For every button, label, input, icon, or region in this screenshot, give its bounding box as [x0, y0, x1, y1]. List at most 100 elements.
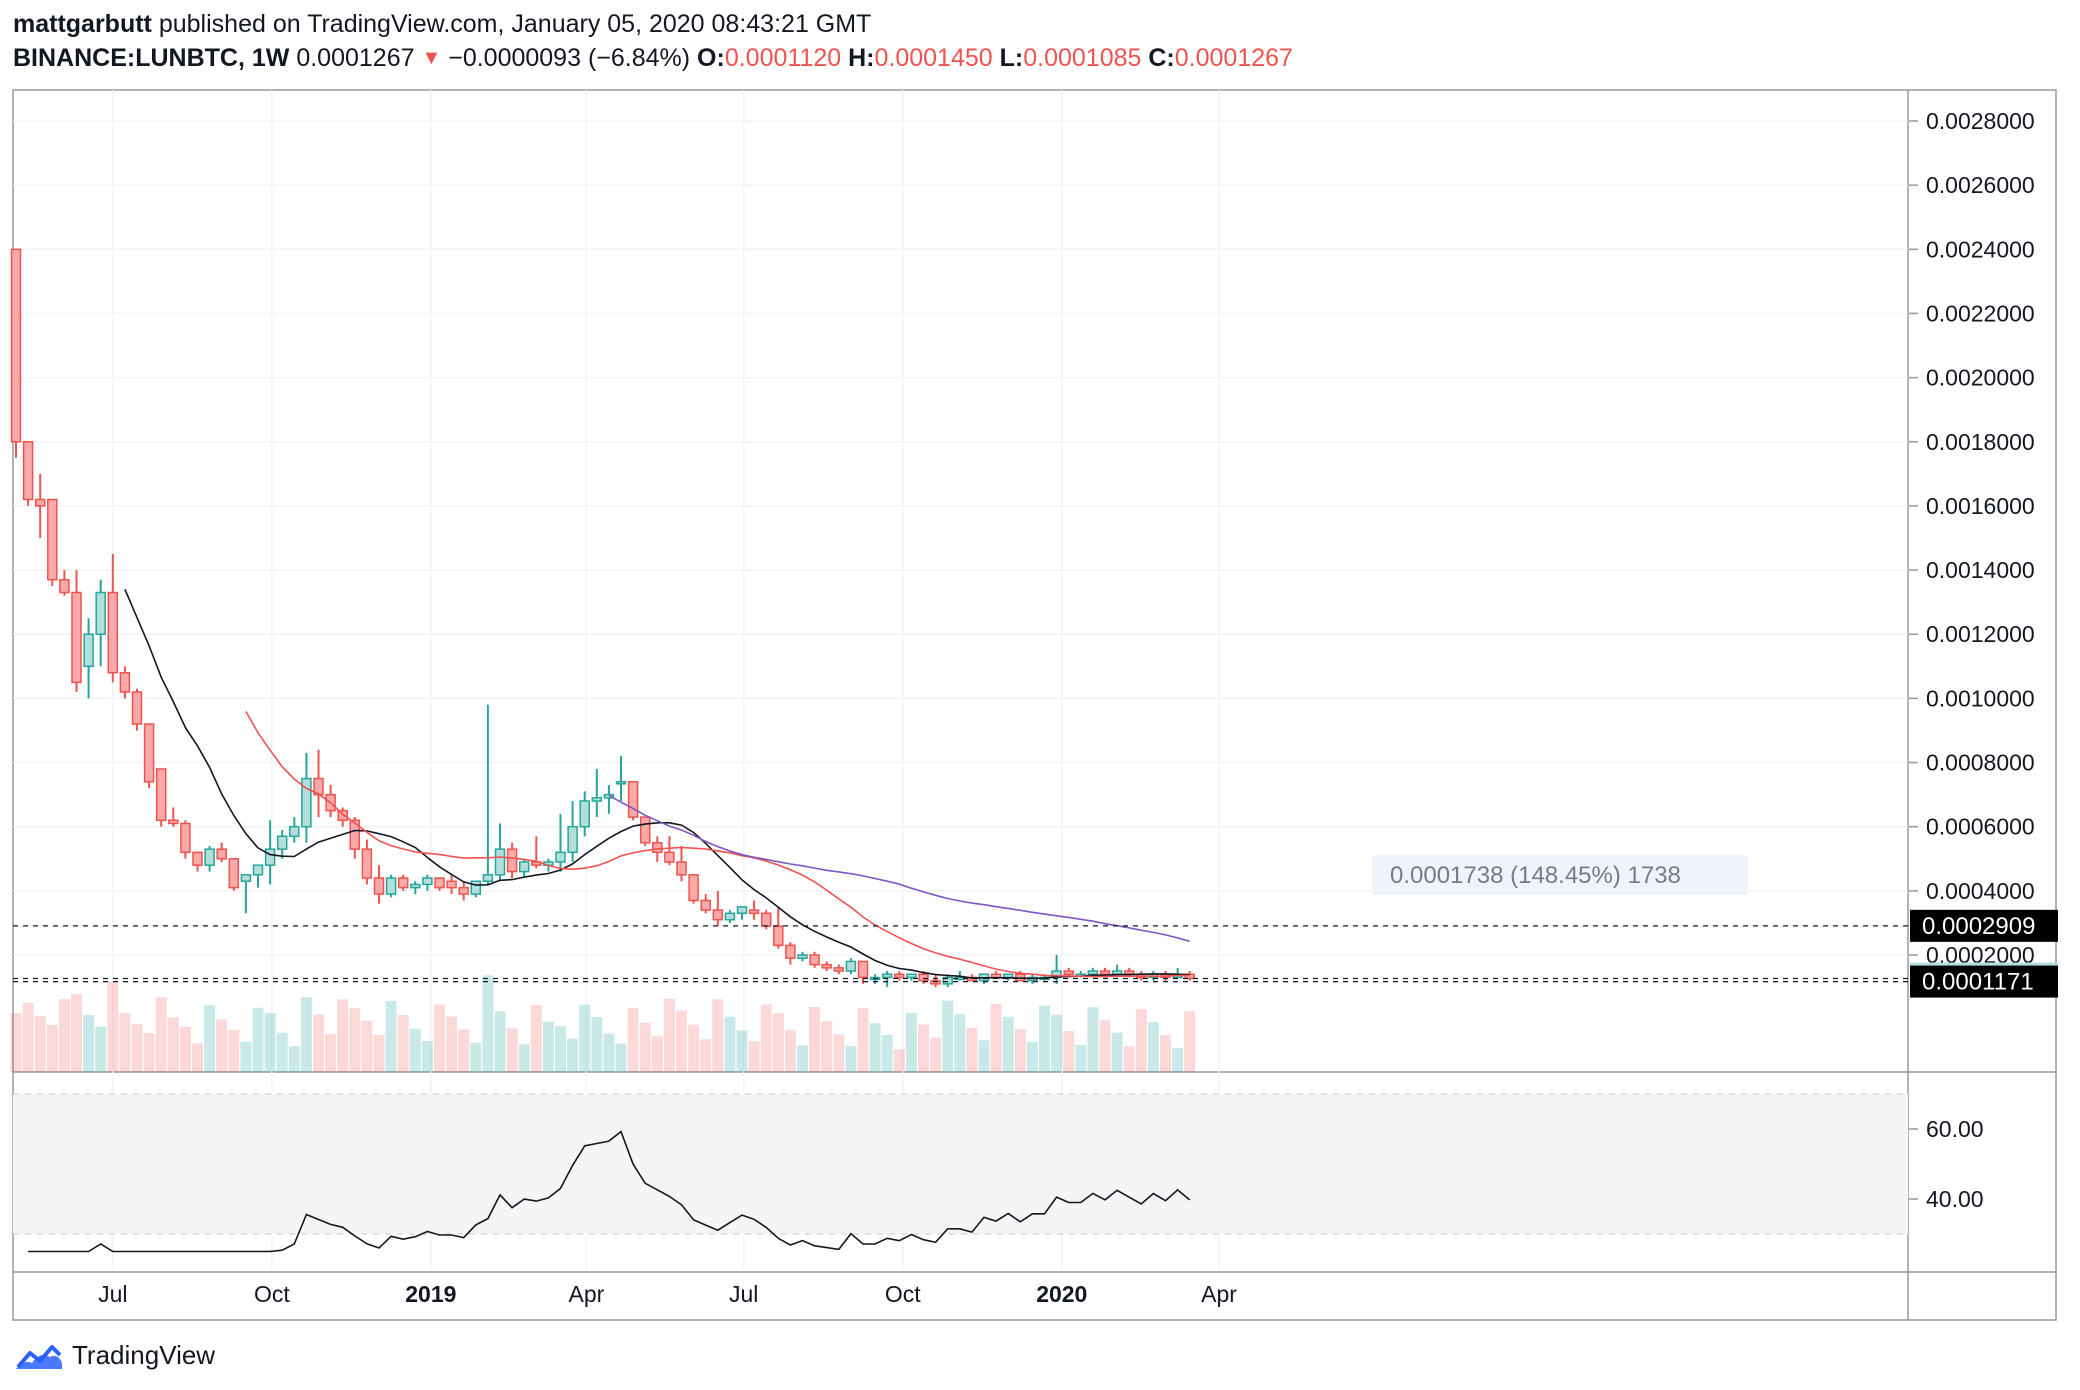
- price-label-text: 0.0001171: [1922, 969, 2034, 996]
- volume-bar: [276, 1032, 288, 1072]
- candle-body: [410, 883, 421, 889]
- volume-bar: [748, 1041, 760, 1072]
- volume-bar: [518, 1044, 530, 1072]
- y-tick-label: 0.0014000: [1926, 557, 2035, 583]
- volume-bar: [530, 1005, 542, 1072]
- volume-bar: [542, 1021, 554, 1072]
- volume-bar: [494, 1011, 506, 1072]
- y-tick-label: 0.0004000: [1926, 878, 2035, 904]
- candle-body: [845, 960, 857, 972]
- volume-bar: [990, 1003, 1002, 1072]
- volume-bar: [107, 982, 119, 1072]
- candle-body: [1111, 970, 1123, 975]
- rsi-tick-label: 40.00: [1926, 1186, 1984, 1212]
- volume-bar: [772, 1013, 784, 1072]
- y-tick-label: 0.0016000: [1926, 493, 2035, 519]
- ma-line-red: [245, 711, 1190, 978]
- volume-bar: [603, 1033, 615, 1072]
- y-tick-label: 0.0028000: [1926, 108, 2035, 134]
- candle-body: [482, 874, 494, 882]
- rsi-band: [13, 1094, 1908, 1234]
- candle-body: [216, 848, 227, 860]
- candle-body: [59, 578, 70, 594]
- volume-bar: [639, 1022, 651, 1072]
- volume-bar: [905, 1012, 917, 1072]
- volume-bar: [615, 1043, 627, 1072]
- candle-body: [833, 967, 845, 972]
- publish-info: mattgarbutt published on TradingView.com…: [13, 10, 871, 39]
- volume-bar: [385, 1000, 397, 1072]
- volume-bar: [736, 1030, 748, 1072]
- candle-body: [555, 851, 566, 863]
- candle-body: [652, 841, 663, 854]
- volume-bar: [1051, 1014, 1063, 1072]
- tradingview-logo[interactable]: TradingView: [14, 1340, 215, 1371]
- volume-bar: [482, 975, 494, 1072]
- volume-bar: [857, 1007, 869, 1072]
- candle-body: [1099, 970, 1111, 975]
- candle-body: [204, 848, 215, 866]
- candle-body: [591, 797, 603, 802]
- candle-body: [385, 877, 397, 895]
- volume-bar: [555, 1026, 566, 1072]
- price-label-box: [1910, 965, 2058, 998]
- volume-bar: [409, 1028, 421, 1072]
- candle-body: [506, 848, 518, 873]
- low-value: 0.0001085: [1023, 44, 1142, 72]
- volume-bar: [567, 1038, 579, 1072]
- candle-body: [894, 973, 905, 979]
- candle-body: [676, 861, 687, 876]
- x-tick-label: 2020: [1036, 1281, 1087, 1307]
- volume-bar: [676, 1010, 687, 1072]
- volume-bar: [918, 1024, 929, 1072]
- candle-body: [349, 819, 361, 850]
- x-tick-label: Apr: [1201, 1281, 1237, 1307]
- volume-bar: [784, 1029, 796, 1072]
- candle-body: [712, 909, 724, 921]
- candle-body: [301, 777, 312, 828]
- brand-name: TradingView: [72, 1340, 216, 1370]
- candle-body: [446, 880, 457, 889]
- candle-body: [34, 498, 46, 507]
- candle-body: [881, 973, 893, 979]
- candle-body: [168, 819, 179, 825]
- price-label-text: 0.0002909: [1922, 913, 2035, 940]
- candle-body: [240, 874, 252, 882]
- candle-body: [71, 591, 82, 684]
- close-label: C:: [1148, 44, 1175, 72]
- x-tick-label: Jul: [729, 1281, 758, 1307]
- candle-body: [337, 809, 348, 822]
- open-label: O:: [697, 44, 725, 72]
- candle-body: [95, 591, 106, 635]
- volume-bar: [1184, 1011, 1196, 1072]
- volume-bar: [579, 1004, 591, 1072]
- volume-bar: [506, 1028, 518, 1072]
- volume-bar: [71, 994, 82, 1072]
- candle-body: [361, 848, 373, 879]
- ma-line-purple: [608, 794, 1190, 943]
- volume-bar: [470, 1043, 482, 1072]
- volume-bar: [651, 1036, 663, 1072]
- volume-bar: [712, 999, 724, 1072]
- volume-bar: [1099, 1020, 1111, 1072]
- symbol-name[interactable]: BINANCE:LUNBTC, 1W: [13, 44, 290, 72]
- volume-bar: [1063, 1031, 1075, 1072]
- high-value: 0.0001450: [874, 44, 993, 72]
- candle-body: [143, 723, 155, 783]
- candle-body: [688, 874, 699, 902]
- published-text: published on TradingView.com, January 05…: [158, 10, 872, 38]
- candle-body: [434, 877, 445, 889]
- candle-body: [942, 976, 953, 985]
- volume-bar: [1014, 1029, 1026, 1072]
- volume-bar: [446, 1016, 458, 1072]
- rsi-line: [28, 1130, 1191, 1253]
- volume-bar: [155, 997, 167, 1072]
- candle-body: [22, 441, 34, 501]
- y-tick-label: 0.0018000: [1926, 429, 2035, 455]
- candle-body: [83, 633, 94, 668]
- volume-bar: [46, 1024, 58, 1072]
- candle-body: [470, 880, 482, 895]
- y-tick-label: 0.0012000: [1926, 621, 2035, 647]
- author-name[interactable]: mattgarbutt: [13, 10, 152, 38]
